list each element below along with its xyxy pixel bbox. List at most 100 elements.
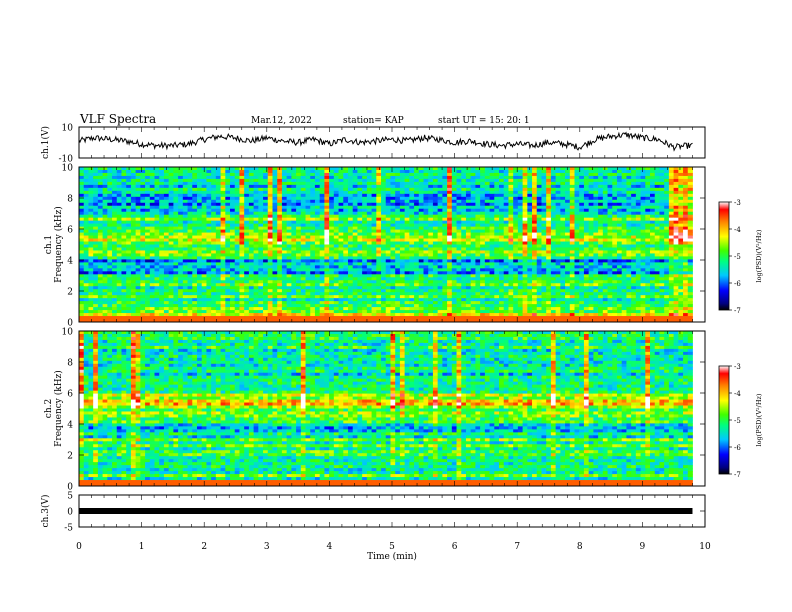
spectrogram-cell: [347, 202, 354, 207]
spectrogram-cell: [465, 172, 472, 177]
spectrogram-cell: [97, 247, 103, 251]
spectrogram-cell: [640, 169, 646, 174]
spectrogram-cell: [480, 262, 486, 266]
spectrogram-cell: [145, 235, 151, 239]
spectrogram-cell: [480, 193, 486, 198]
spectrogram-cell: [305, 169, 311, 174]
spectrogram-cell: [291, 214, 297, 219]
spectrogram-cell: [182, 253, 188, 257]
spectrogram-cell: [616, 232, 623, 236]
spectrogram-cell: [263, 175, 269, 180]
spectrogram-cell: [489, 274, 495, 278]
spectrogram-cell: [286, 175, 292, 180]
spectrogram-cell: [196, 268, 203, 272]
spectrogram-cell: [428, 250, 434, 254]
spectrogram-cell: [447, 268, 453, 272]
spectrogram-cell: [314, 217, 321, 222]
spectrogram-cell: [550, 256, 557, 260]
spectrogram-cell: [588, 208, 594, 213]
spectrogram-cell: [574, 172, 580, 177]
spectrogram-cell: [588, 265, 594, 269]
spectrogram-cell: [621, 262, 627, 266]
spectrogram-cell: [362, 271, 368, 275]
spectrogram-cell: [390, 235, 396, 239]
spectrogram-cell: [616, 250, 623, 254]
spectrogram-cell: [626, 208, 632, 213]
spectrogram-cell: [409, 211, 415, 216]
spectrogram-cell: [329, 226, 335, 230]
spectrogram-cell: [621, 250, 627, 254]
spectrogram-cell: [664, 250, 670, 254]
spectrogram-cell: [130, 193, 137, 198]
spectrogram-cell: [687, 265, 693, 269]
spectrogram-cell: [102, 265, 108, 269]
spectrogram-cell: [659, 220, 665, 225]
spectrogram-cell: [456, 217, 462, 222]
spectrogram-cell: [654, 205, 660, 210]
spectrogram-cell: [347, 181, 354, 186]
spectrogram-cell: [126, 181, 132, 186]
spectrogram-cell: [263, 193, 269, 198]
spectrogram-cell: [357, 220, 363, 225]
spectrogram-cell: [673, 229, 679, 233]
spectrogram-cell: [517, 211, 523, 216]
spectrogram-cell: [659, 256, 665, 260]
spectrogram-cell: [220, 232, 226, 236]
spectrogram-cell: [428, 265, 434, 269]
spectrogram-cell: [626, 256, 632, 260]
spectrogram-cell: [347, 190, 354, 195]
spectrogram-cell: [683, 175, 689, 180]
spectrogram-cell: [291, 178, 297, 183]
spectrogram-cell: [220, 178, 226, 183]
spectrogram-cell: [659, 181, 665, 186]
spectrogram-cell: [159, 187, 165, 192]
spectrogram-cell: [546, 244, 552, 248]
spectrogram-cell: [281, 208, 288, 213]
spectrogram-cell: [385, 259, 391, 263]
spectrogram-cell: [206, 277, 212, 281]
spectrogram-cell: [418, 229, 424, 233]
spectrogram-cell: [352, 226, 358, 230]
spectrogram-cell: [338, 241, 344, 245]
spectrogram-cell: [244, 250, 250, 254]
spectrogram-cell: [484, 253, 490, 257]
spectrogram-cell: [484, 181, 490, 186]
spectrogram-cell: [305, 259, 311, 263]
spectrogram-cell: [135, 226, 141, 230]
spectrogram-cell: [432, 193, 439, 198]
spectrogram-cell: [381, 268, 387, 272]
spectrogram-cell: [598, 190, 604, 195]
spectrogram-cell: [140, 262, 146, 266]
spectrogram-cell: [621, 268, 627, 272]
spectrogram-cell: [97, 205, 103, 210]
spectrogram-cell: [163, 223, 170, 228]
spectrogram-cell: [621, 229, 627, 233]
spectrogram-cell: [277, 172, 283, 177]
spectrogram-cell: [465, 241, 472, 245]
spectrogram-cell: [423, 259, 429, 263]
spectrogram-cell: [97, 271, 103, 275]
spectrogram-cell: [220, 268, 226, 272]
spectrogram-cell: [532, 223, 538, 228]
spectrogram-cell: [225, 175, 231, 180]
spectrogram-cell: [451, 223, 457, 228]
spectrogram-cell: [296, 277, 302, 281]
spectrogram-cell: [409, 181, 415, 186]
spectrogram-cell: [381, 184, 387, 189]
spectrogram-cell: [192, 253, 198, 257]
spectrogram-cell: [135, 223, 141, 228]
spectrogram-cell: [475, 262, 481, 266]
spectrogram-cell: [593, 199, 599, 204]
spectrogram-cell: [616, 190, 623, 195]
spectrogram-cell: [168, 226, 174, 230]
spectrogram-cell: [409, 238, 415, 242]
spectrogram-cell: [79, 271, 85, 275]
spectrogram-cell: [329, 235, 335, 239]
spectrogram-cell: [494, 202, 500, 207]
spectrogram-cell: [574, 268, 580, 272]
spectrogram-cell: [102, 172, 108, 177]
spectrogram-cell: [635, 271, 641, 275]
spectrogram-cell: [583, 226, 590, 230]
spectrogram-cell: [154, 274, 160, 278]
